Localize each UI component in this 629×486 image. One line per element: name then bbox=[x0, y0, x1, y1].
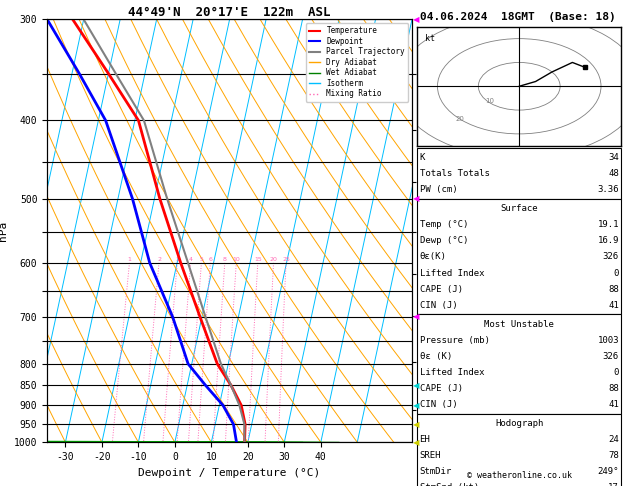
Text: ◀: ◀ bbox=[413, 381, 420, 390]
Text: SREH: SREH bbox=[420, 451, 441, 460]
Text: 10: 10 bbox=[486, 98, 494, 104]
Text: EH: EH bbox=[420, 435, 430, 444]
Text: LCL: LCL bbox=[416, 421, 431, 431]
Text: 4: 4 bbox=[189, 257, 193, 261]
Text: Most Unstable: Most Unstable bbox=[484, 320, 554, 329]
Text: 19.1: 19.1 bbox=[598, 221, 619, 229]
Text: CAPE (J): CAPE (J) bbox=[420, 285, 462, 294]
Text: Pressure (mb): Pressure (mb) bbox=[420, 336, 489, 345]
Title: 44°49'N  20°17'E  122m  ASL: 44°49'N 20°17'E 122m ASL bbox=[128, 6, 331, 19]
Text: ◀: ◀ bbox=[413, 420, 420, 429]
Text: θε (K): θε (K) bbox=[420, 352, 452, 361]
Text: 5: 5 bbox=[199, 257, 203, 261]
Text: 34: 34 bbox=[608, 154, 619, 162]
Text: 3: 3 bbox=[175, 257, 179, 261]
Text: 326: 326 bbox=[603, 352, 619, 361]
Text: ◀: ◀ bbox=[413, 401, 420, 410]
Text: kt: kt bbox=[425, 34, 435, 43]
Text: 8: 8 bbox=[223, 257, 227, 261]
Legend: Temperature, Dewpoint, Parcel Trajectory, Dry Adiabat, Wet Adiabat, Isotherm, Mi: Temperature, Dewpoint, Parcel Trajectory… bbox=[306, 23, 408, 102]
Text: 88: 88 bbox=[608, 285, 619, 294]
Text: 41: 41 bbox=[608, 400, 619, 409]
Text: Lifted Index: Lifted Index bbox=[420, 368, 484, 377]
Text: 326: 326 bbox=[603, 253, 619, 261]
Text: 48: 48 bbox=[608, 170, 619, 178]
Text: 10: 10 bbox=[233, 257, 240, 261]
Text: 20: 20 bbox=[456, 116, 465, 122]
Text: θε(K): θε(K) bbox=[420, 253, 447, 261]
Text: 78: 78 bbox=[608, 451, 619, 460]
Text: 15: 15 bbox=[254, 257, 262, 261]
Text: 04.06.2024  18GMT  (Base: 18): 04.06.2024 18GMT (Base: 18) bbox=[420, 12, 616, 22]
Text: 17: 17 bbox=[608, 483, 619, 486]
Text: Lifted Index: Lifted Index bbox=[420, 269, 484, 278]
Text: K: K bbox=[420, 154, 425, 162]
Text: ◀: ◀ bbox=[413, 312, 420, 322]
Text: CIN (J): CIN (J) bbox=[420, 400, 457, 409]
Text: 6: 6 bbox=[208, 257, 213, 261]
Text: Temp (°C): Temp (°C) bbox=[420, 221, 468, 229]
Text: ◀: ◀ bbox=[413, 438, 420, 447]
Text: ◀: ◀ bbox=[413, 194, 420, 203]
Text: ◀: ◀ bbox=[413, 15, 420, 24]
Text: StmDir: StmDir bbox=[420, 467, 452, 476]
Text: 0: 0 bbox=[613, 368, 619, 377]
Text: Dewp (°C): Dewp (°C) bbox=[420, 237, 468, 245]
Text: Hodograph: Hodograph bbox=[495, 419, 543, 428]
Text: 3.36: 3.36 bbox=[598, 186, 619, 194]
Text: 88: 88 bbox=[608, 384, 619, 393]
Text: 2: 2 bbox=[157, 257, 161, 261]
Text: 24: 24 bbox=[608, 435, 619, 444]
X-axis label: Dewpoint / Temperature (°C): Dewpoint / Temperature (°C) bbox=[138, 468, 321, 478]
Text: 25: 25 bbox=[282, 257, 290, 261]
Text: 249°: 249° bbox=[598, 467, 619, 476]
Y-axis label: km
ASL: km ASL bbox=[439, 231, 457, 252]
Text: Mixing Ratio (g/kg): Mixing Ratio (g/kg) bbox=[428, 171, 437, 266]
Text: 0: 0 bbox=[613, 269, 619, 278]
Text: StmSpd (kt): StmSpd (kt) bbox=[420, 483, 479, 486]
Text: Totals Totals: Totals Totals bbox=[420, 170, 489, 178]
Text: PW (cm): PW (cm) bbox=[420, 186, 457, 194]
Text: CAPE (J): CAPE (J) bbox=[420, 384, 462, 393]
Text: 41: 41 bbox=[608, 301, 619, 310]
Text: 20: 20 bbox=[270, 257, 277, 261]
Text: Surface: Surface bbox=[501, 205, 538, 213]
Text: 1: 1 bbox=[128, 257, 131, 261]
Text: 1003: 1003 bbox=[598, 336, 619, 345]
Text: © weatheronline.co.uk: © weatheronline.co.uk bbox=[467, 471, 572, 480]
Y-axis label: hPa: hPa bbox=[0, 221, 8, 241]
Text: 16.9: 16.9 bbox=[598, 237, 619, 245]
Text: CIN (J): CIN (J) bbox=[420, 301, 457, 310]
